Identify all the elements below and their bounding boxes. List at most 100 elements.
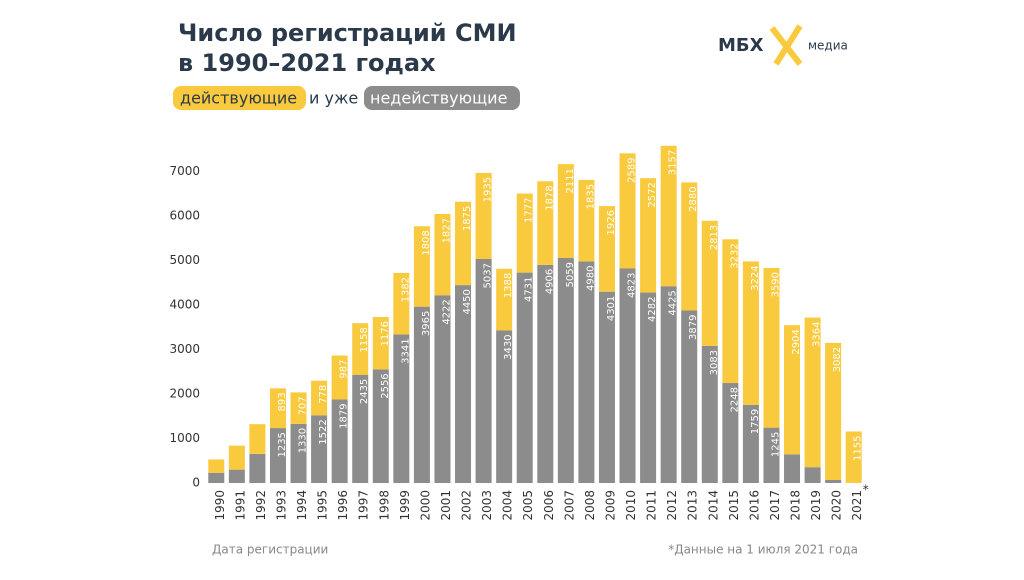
value-label: 5059 (565, 262, 576, 287)
logo-subtext: медиа (808, 39, 848, 53)
value-label: 4731 (524, 277, 535, 302)
value-label: 3157 (668, 150, 679, 175)
x-tick-label: 2020 (830, 490, 844, 521)
value-label: 5037 (483, 263, 494, 288)
x-tick-label: 2017 (768, 490, 782, 521)
x-tick-label: 2004 (501, 490, 515, 521)
value-label: 987 (339, 360, 350, 379)
bar-segment (825, 480, 841, 483)
x-tick-label: 1993 (274, 490, 288, 521)
x-tick-label: 2018 (789, 490, 803, 521)
bar-segment (208, 473, 224, 483)
value-label: 4823 (627, 273, 638, 298)
x-tick-label: 1991 (233, 490, 247, 521)
x-tick-label: 2011 (645, 490, 659, 521)
value-label: 1382 (400, 277, 411, 302)
value-label: 1808 (421, 230, 432, 255)
subtitle-connector: и уже (309, 89, 358, 108)
value-label: 1176 (380, 321, 391, 346)
x-tick-label: 2019 (809, 490, 823, 521)
x-tick-label: 2005 (521, 490, 535, 521)
x-tick-label: 1990 (213, 490, 227, 521)
value-label: 3364 (812, 322, 823, 347)
value-label: 1875 (462, 206, 473, 231)
value-label: 1935 (483, 177, 494, 202)
value-label: 2435 (359, 379, 370, 404)
value-label: 1878 (544, 185, 555, 210)
value-label: 4450 (462, 289, 473, 314)
logo-mark (772, 26, 800, 64)
x-tick-label: 1999 (398, 490, 412, 521)
x-tick-label: 2013 (686, 490, 700, 521)
x-tick-label: 2003 (480, 490, 494, 521)
value-label: 668 (256, 402, 267, 421)
value-label: 2880 (688, 186, 699, 211)
footnote: *Данные на 1 июля 2021 года (668, 543, 858, 557)
value-label: 1759 (750, 409, 761, 434)
x-tick-label: 1997 (357, 490, 371, 521)
value-label: 1827 (441, 218, 452, 243)
x-tick-label: 2008 (583, 490, 597, 521)
value-label: 1245 (770, 432, 781, 457)
x-tick-label: 2007 (562, 490, 576, 521)
y-tick-label: 5000 (169, 253, 200, 267)
y-tick-label: 0 (192, 476, 200, 490)
x-tick-label: 1995 (316, 490, 330, 521)
x-axis-label: Дата регистрации (212, 543, 328, 557)
value-label: 4222 (441, 299, 452, 324)
value-label: 1388 (503, 273, 514, 298)
value-label: 4980 (585, 266, 596, 291)
value-label: 2813 (709, 225, 720, 250)
x-tick-label: 2006 (542, 490, 556, 521)
value-label: 3965 (421, 311, 432, 336)
value-label: 4301 (606, 296, 617, 321)
value-label: 4282 (647, 297, 658, 322)
y-tick-label: 3000 (169, 342, 200, 356)
x-tick-label: 2010 (624, 490, 638, 521)
value-label: 1879 (339, 403, 350, 428)
value-label: 2589 (627, 157, 638, 182)
footnote-mark: * (863, 483, 869, 497)
y-tick-label: 4000 (169, 298, 200, 312)
value-label: 1777 (524, 198, 535, 223)
value-label: 3082 (832, 347, 843, 372)
value-label: 3224 (750, 265, 761, 290)
x-tick-label: 1992 (254, 490, 268, 521)
bar-segment (537, 265, 553, 483)
legend-label: действующие (180, 89, 297, 108)
value-label: 1235 (277, 432, 288, 457)
value-label: 3430 (503, 334, 514, 359)
x-tick-label: 1998 (377, 490, 391, 521)
x-tick-label: 2012 (665, 490, 679, 521)
bar-segment (229, 446, 245, 470)
value-label: 1158 (359, 327, 370, 352)
bar-segment (208, 459, 224, 472)
y-tick-label: 1000 (169, 431, 200, 445)
bar-segment (578, 262, 594, 483)
value-label: 1835 (585, 184, 596, 209)
value-label: 2556 (380, 373, 391, 398)
bar-segment (249, 424, 265, 454)
value-label: 2248 (729, 387, 740, 412)
y-tick-label: 2000 (169, 387, 200, 401)
value-label: 1155 (853, 435, 864, 460)
x-tick-label: 1996 (336, 490, 350, 521)
value-label: 707 (298, 396, 309, 415)
chart-title: Число регистраций СМИ (178, 19, 517, 47)
value-label: 540 (236, 424, 247, 443)
x-tick-label: 2015 (727, 490, 741, 521)
logo-text: МБХ (718, 35, 764, 56)
value-label: 3590 (770, 272, 781, 297)
x-tick-label: 2000 (418, 490, 432, 521)
bar-segment (784, 454, 800, 483)
value-label: 1926 (606, 210, 617, 235)
x-tick-label: 2001 (439, 490, 453, 521)
bar-segment (517, 273, 533, 483)
x-tick-label: 2016 (747, 490, 761, 521)
value-label: 3083 (709, 350, 720, 375)
x-tick-label: 2002 (460, 490, 474, 521)
value-label: 778 (318, 385, 329, 404)
x-tick-label: 2014 (706, 490, 720, 521)
y-tick-label: 6000 (169, 209, 200, 223)
